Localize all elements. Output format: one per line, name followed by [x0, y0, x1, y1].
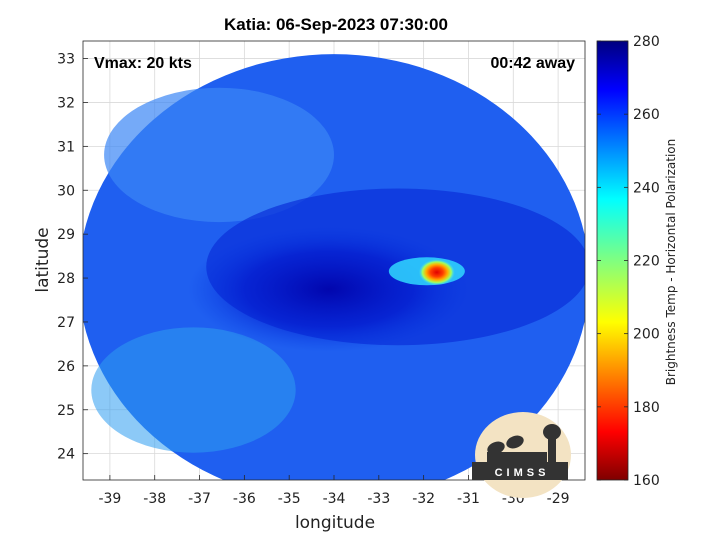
- vmax-annotation: Vmax: 20 kts: [94, 55, 192, 72]
- x-axis-label: longitude: [295, 513, 375, 533]
- y-tick-label: 32: [57, 95, 75, 111]
- y-tick-label: 31: [57, 139, 75, 155]
- x-tick-label: -31: [457, 491, 480, 507]
- logo-text: CIMSS: [495, 467, 550, 479]
- y-tick-label: 26: [57, 359, 75, 375]
- logo-water-tank: [543, 424, 561, 440]
- chart-title: Katia: 06-Sep-2023 07:30:00: [224, 15, 448, 34]
- y-tick-label: 29: [57, 227, 75, 243]
- colorbar: [597, 41, 628, 480]
- x-tick-label: -33: [367, 491, 390, 507]
- colorbar-label: Brightness Temp - Horizontal Polarizatio…: [664, 139, 678, 386]
- y-axis-label: latitude: [33, 227, 53, 292]
- y-tick-label: 24: [57, 447, 75, 463]
- x-tick-label: -37: [188, 491, 211, 507]
- logo-dish-2: [506, 435, 524, 449]
- logo-tower: [548, 438, 556, 462]
- cimss-logo: CIMSS: [472, 412, 571, 498]
- x-tick-label: -38: [143, 491, 166, 507]
- swath: [83, 54, 585, 480]
- logo-dish-1: [487, 441, 505, 455]
- x-tick-label: -32: [412, 491, 435, 507]
- x-tick-label: -36: [233, 491, 256, 507]
- y-tick-label: 25: [57, 403, 75, 419]
- colorbar-tick-label: 220: [633, 254, 660, 270]
- swath-light-band-2: [91, 327, 296, 453]
- x-axis-ticks: -39 -38 -37 -36 -35 -34 -33 -32 -31 -30 -29: [98, 475, 570, 507]
- logo-building: [487, 452, 547, 464]
- colorbar-tick-label: 180: [633, 400, 660, 416]
- colorbar-tick-label: 260: [633, 107, 660, 123]
- x-tick-label: -35: [278, 491, 301, 507]
- y-tick-label: 28: [57, 271, 75, 287]
- logo-banner: [472, 462, 568, 480]
- y-tick-label: 27: [57, 315, 75, 331]
- time-offset-annotation: 00:42 away: [490, 55, 575, 72]
- colorbar-tick-label: 200: [633, 327, 660, 343]
- x-tick-label: -39: [98, 491, 121, 507]
- swath-light-band: [104, 87, 334, 223]
- x-tick-label: -29: [547, 491, 570, 507]
- storm-core: [418, 259, 455, 286]
- y-axis-ticks: 24 25 26 27 28 29 30 31 32 33: [57, 52, 88, 463]
- colorbar-tick-label: 280: [633, 34, 660, 50]
- colorbar-tick-label: 240: [633, 180, 660, 196]
- x-tick-label: -34: [323, 491, 346, 507]
- colorbar-tick-label: 160: [633, 473, 660, 489]
- storm-circulation: [188, 226, 470, 352]
- y-tick-label: 33: [57, 52, 75, 68]
- colorbar-ticks: 160 180 200 220 240 260 280: [597, 34, 660, 489]
- y-tick-label: 30: [57, 183, 75, 199]
